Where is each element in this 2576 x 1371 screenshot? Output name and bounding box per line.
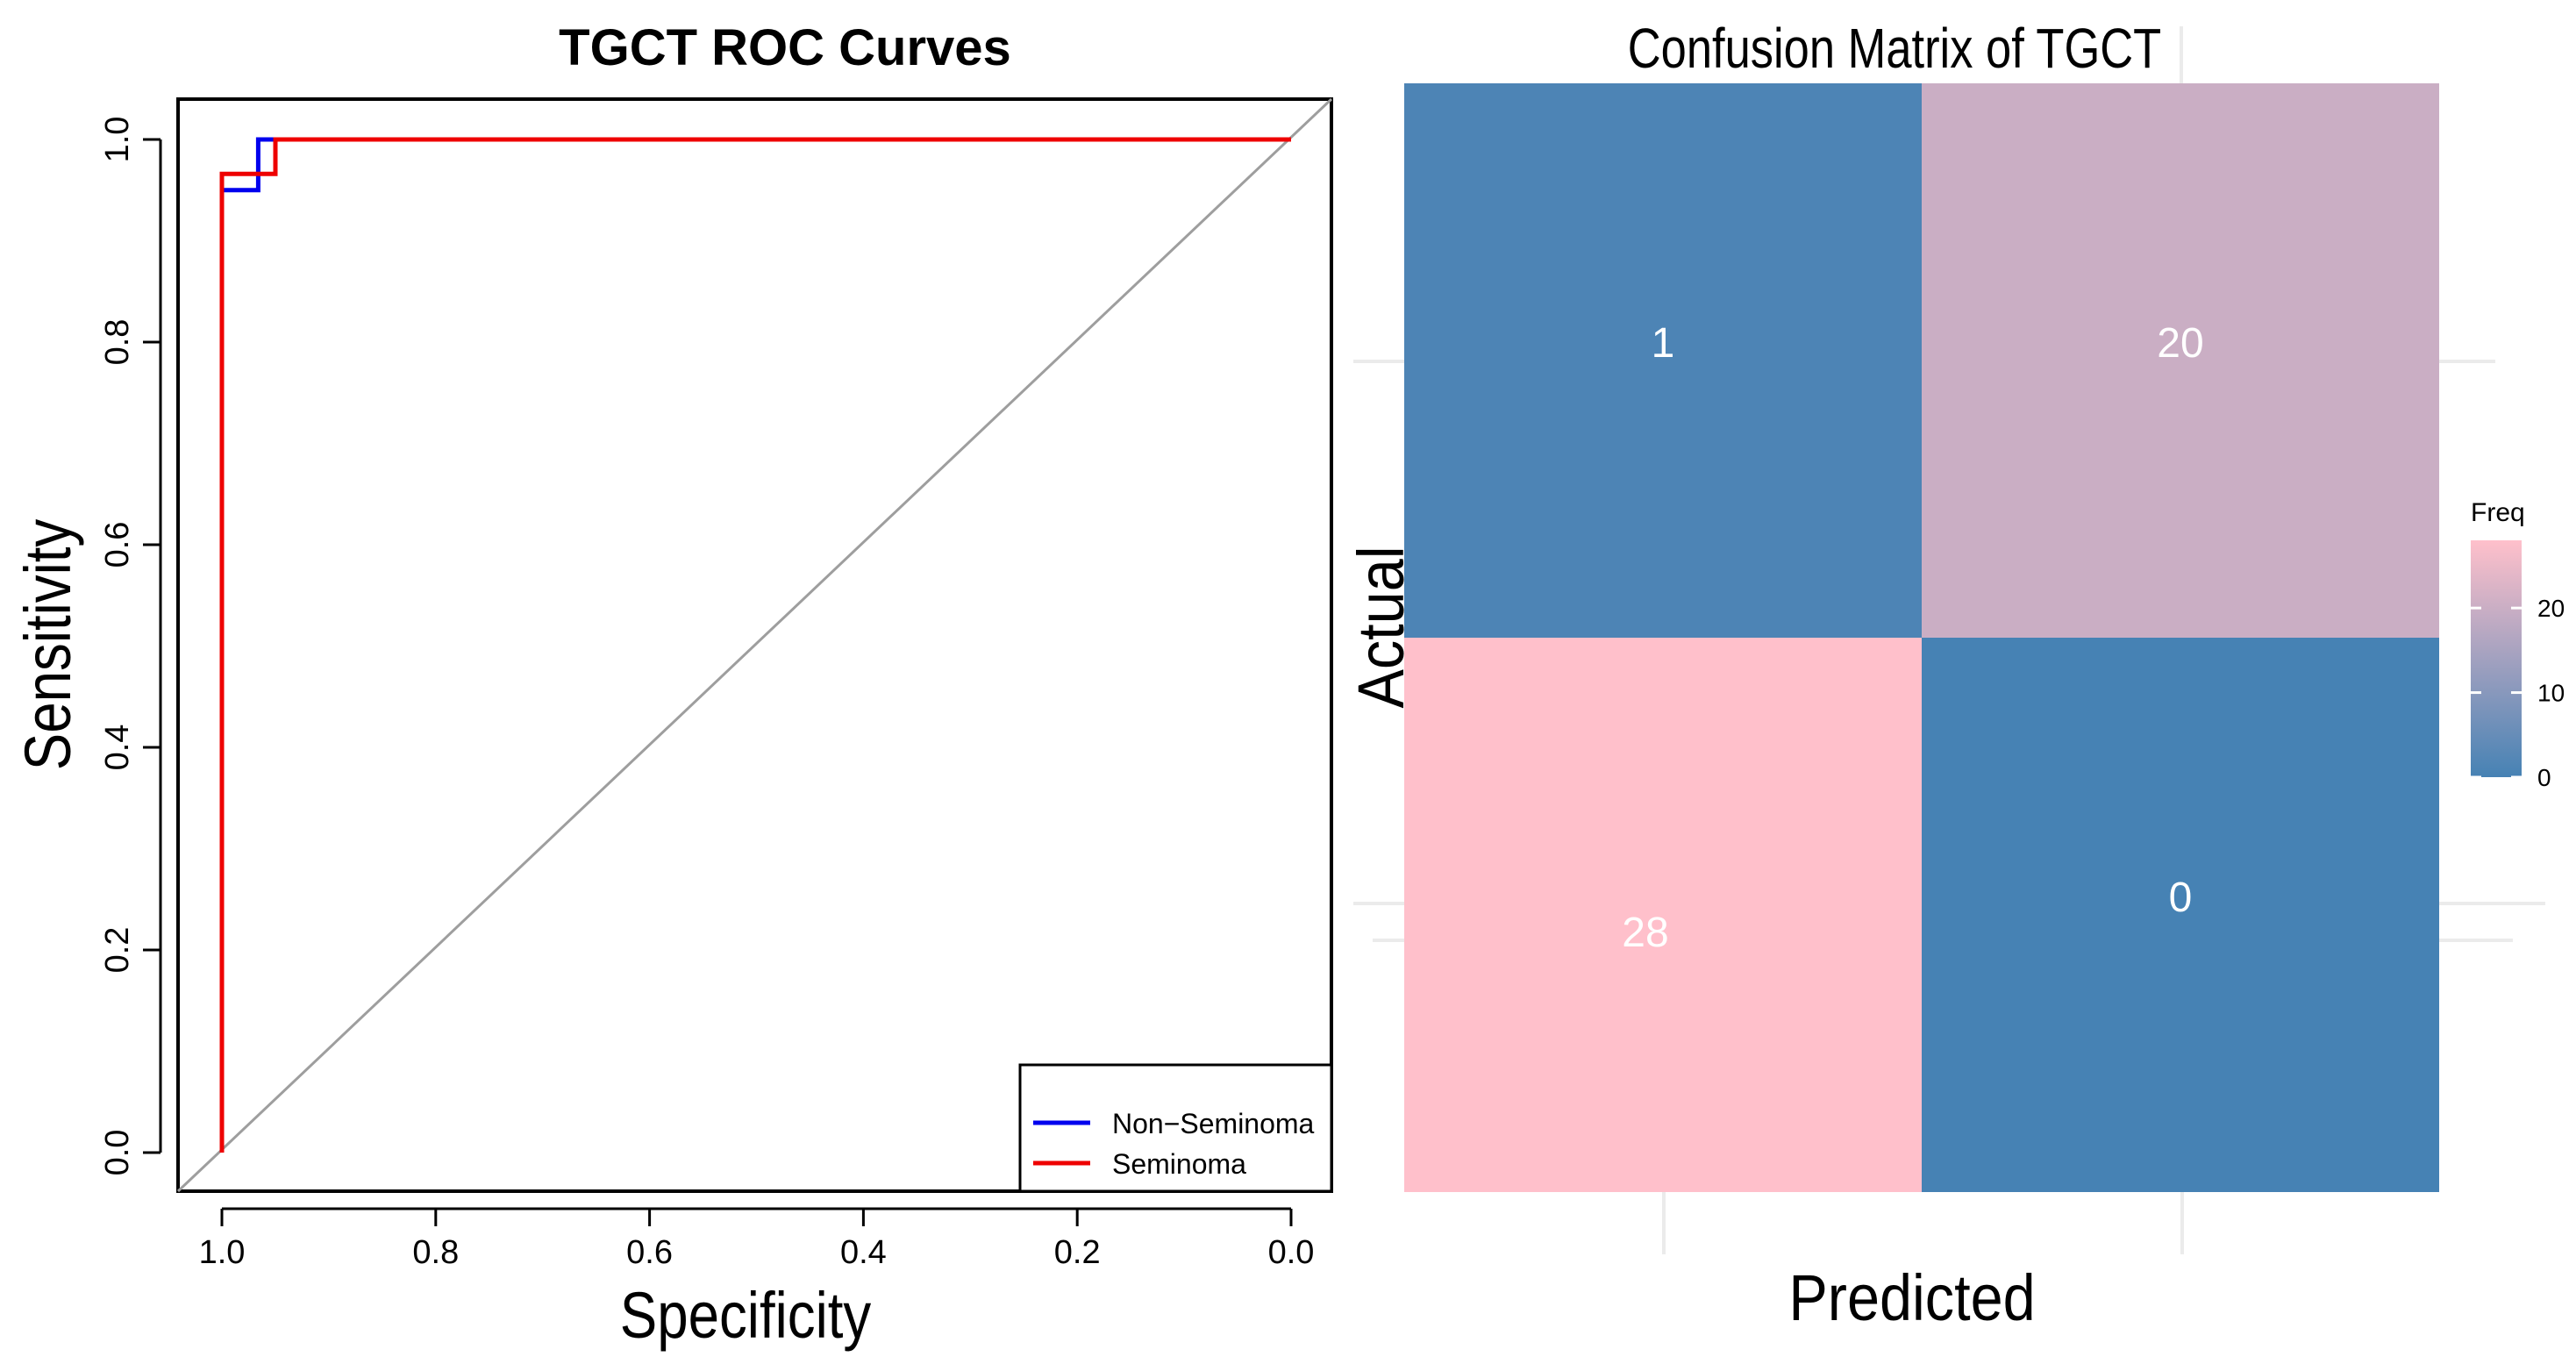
cm-legend-tick-label: 20 bbox=[2537, 595, 2565, 622]
roc-panel: TGCT ROC Curves 1.0 0.8 0.6 0.4 0.2 0.0 0.00.… bbox=[12, 19, 1333, 1353]
cm-cell-r0-c0 bbox=[1404, 83, 1922, 638]
roc-x-tick-label: 1.0 bbox=[199, 1234, 246, 1271]
roc-x-tick-label: 0.4 bbox=[840, 1234, 887, 1271]
roc-legend-label-non-seminoma: Non−Seminoma bbox=[1112, 1108, 1315, 1139]
cm-cell-r1-c0 bbox=[1404, 638, 1922, 1192]
roc-y-tick-label: 0.8 bbox=[99, 319, 136, 366]
roc-reference-diagonal bbox=[176, 97, 1333, 1193]
roc-x-tick-label: 0.2 bbox=[1054, 1234, 1101, 1271]
roc-legend-box bbox=[1018, 1063, 1333, 1193]
cm-legend-tick-label: 0 bbox=[2537, 764, 2551, 791]
roc-curve-non-seminoma bbox=[219, 137, 1291, 1153]
cm-legend-ticks: 0 10 20 bbox=[2471, 595, 2565, 791]
roc-y-tick-label: 0.6 bbox=[99, 522, 136, 568]
cm-cell-label: 1 bbox=[1652, 320, 1675, 367]
roc-series-group bbox=[219, 137, 1291, 1153]
cm-title: Confusion Matrix of TGCT bbox=[1628, 18, 2161, 80]
cm-legend-title: Freq bbox=[2471, 498, 2525, 527]
roc-x-label: Specificity bbox=[620, 1280, 872, 1353]
roc-x-tick-label: 0.0 bbox=[1268, 1234, 1315, 1271]
roc-title: TGCT ROC Curves bbox=[559, 19, 1011, 76]
roc-y-label: Sensitivity bbox=[12, 518, 85, 770]
roc-legend: Non−Seminoma Seminoma bbox=[1018, 1063, 1333, 1193]
roc-legend-label-seminoma: Seminoma bbox=[1112, 1148, 1246, 1180]
cm-y-label: Actual bbox=[1345, 546, 1417, 708]
roc-curve-seminoma bbox=[219, 137, 1291, 1153]
roc-x-tick-label: 0.8 bbox=[412, 1234, 459, 1271]
roc-y-axis: 0.0 0.2 0.4 0.6 0.8 1.0 bbox=[99, 117, 162, 1176]
cm-cell-label: 0 bbox=[2169, 875, 2193, 921]
cm-legend-tick-label: 10 bbox=[2537, 680, 2565, 707]
cm-cell-label: 20 bbox=[2157, 320, 2203, 367]
cm-cell-label: 28 bbox=[1622, 910, 1668, 956]
cm-legend: Freq 0 10 20 bbox=[2471, 498, 2565, 791]
roc-x-axis: 1.0 0.8 0.6 0.4 0.2 0.0 bbox=[199, 1207, 1315, 1271]
confusion-matrix-panel: 1 20 28 0 Confusion Matrix of TGCT Predicte… bbox=[1345, 18, 2565, 1334]
roc-y-tick-label: 0.0 bbox=[99, 1130, 136, 1176]
roc-y-tick-label: 0.4 bbox=[99, 725, 136, 771]
cm-cell-r0-c1 bbox=[1922, 83, 2439, 638]
cm-cells-group: 1 20 28 0 bbox=[1404, 83, 2439, 1192]
roc-x-tick-label: 0.6 bbox=[626, 1234, 673, 1271]
cm-cell-r1-c1 bbox=[1922, 638, 2439, 1192]
roc-y-tick-label: 1.0 bbox=[99, 117, 136, 163]
cm-x-label: Predicted bbox=[1788, 1261, 2035, 1334]
roc-plot-frame bbox=[176, 97, 1333, 1193]
cm-legend-colorbar bbox=[2471, 540, 2522, 777]
roc-y-tick-label: 0.2 bbox=[99, 927, 136, 974]
